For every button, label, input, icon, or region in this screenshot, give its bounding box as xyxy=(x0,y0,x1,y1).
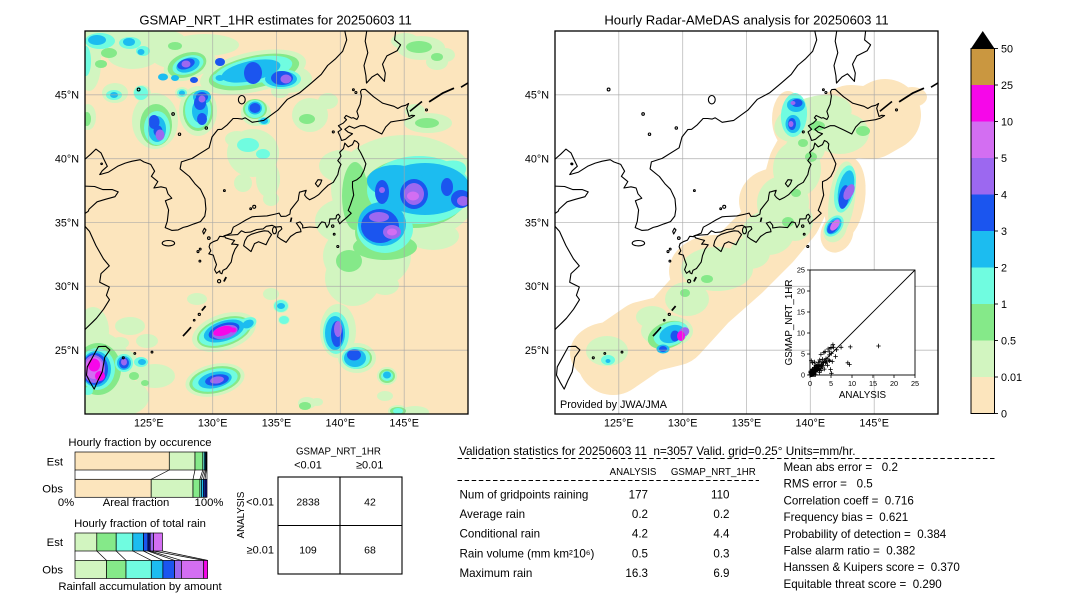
svg-text:0.3: 0.3 xyxy=(713,547,729,560)
svg-text:5: 5 xyxy=(829,379,833,388)
svg-text:42: 42 xyxy=(364,497,376,509)
svg-text:15: 15 xyxy=(797,308,805,317)
svg-text:30°N: 30°N xyxy=(525,281,549,293)
svg-text:ANALYSIS: ANALYSIS xyxy=(610,467,657,478)
svg-text:Conditional rain: Conditional rain xyxy=(460,528,541,541)
svg-text:110: 110 xyxy=(711,489,729,502)
svg-text:Obs: Obs xyxy=(42,484,63,496)
svg-text:Validation statistics for 2025: Validation statistics for 20250603 11 n=… xyxy=(459,444,856,458)
svg-text:4.4: 4.4 xyxy=(713,528,730,541)
svg-text:25: 25 xyxy=(1001,80,1013,92)
svg-text:Areal fraction: Areal fraction xyxy=(103,497,170,509)
svg-text:2838: 2838 xyxy=(296,497,320,509)
svg-text:35°N: 35°N xyxy=(55,217,79,229)
svg-text:25°N: 25°N xyxy=(525,345,549,357)
svg-text:130°E: 130°E xyxy=(668,418,698,430)
svg-text:0: 0 xyxy=(808,379,812,388)
svg-text:Mean abs error = 0.2: Mean abs error = 0.2 xyxy=(784,461,898,474)
svg-text:≥0.01: ≥0.01 xyxy=(356,459,383,471)
svg-text:Obs: Obs xyxy=(42,565,63,577)
svg-text:0.5: 0.5 xyxy=(632,547,648,560)
svg-text:125°E: 125°E xyxy=(134,418,164,430)
svg-text:Correlation coeff = 0.716: Correlation coeff = 0.716 xyxy=(784,494,914,507)
svg-text:Maximum rain: Maximum rain xyxy=(460,567,533,580)
svg-text:Probability of detection = 0.: Probability of detection = 0.384 xyxy=(784,528,947,541)
svg-text:Frequency bias = 0.621: Frequency bias = 0.621 xyxy=(784,511,909,524)
svg-text:20: 20 xyxy=(797,287,805,296)
svg-text:20: 20 xyxy=(890,379,898,388)
svg-text:Equitable threat score = 0.29: Equitable threat score = 0.290 xyxy=(784,578,942,591)
svg-text:3: 3 xyxy=(1001,226,1007,238)
svg-text:0: 0 xyxy=(801,371,805,380)
svg-text:140°E: 140°E xyxy=(326,418,356,430)
svg-text:2: 2 xyxy=(1001,262,1007,274)
svg-text:0.01: 0.01 xyxy=(1001,372,1022,384)
svg-text:10: 10 xyxy=(797,329,805,338)
svg-text:5: 5 xyxy=(1001,153,1007,165)
svg-text:Hanssen & Kuipers score = 0.3: Hanssen & Kuipers score = 0.370 xyxy=(784,561,960,574)
svg-text:16.3: 16.3 xyxy=(625,567,648,580)
svg-text:≥0.01: ≥0.01 xyxy=(247,545,274,557)
svg-text:45°N: 45°N xyxy=(525,90,549,102)
svg-text:10: 10 xyxy=(848,379,856,388)
svg-text:ANALYSIS: ANALYSIS xyxy=(839,390,887,401)
svg-text:<0.01: <0.01 xyxy=(294,459,322,471)
svg-text:Est: Est xyxy=(47,537,64,549)
svg-text:GSMAP_NRT_1HR estimates for 20: GSMAP_NRT_1HR estimates for 20250603 11 xyxy=(139,13,411,28)
svg-text:30°N: 30°N xyxy=(55,281,79,293)
svg-text:5: 5 xyxy=(801,350,805,359)
svg-text:0.5: 0.5 xyxy=(1001,335,1016,347)
svg-text:109: 109 xyxy=(299,545,317,557)
svg-text:ANALYSIS: ANALYSIS xyxy=(236,491,247,538)
svg-text:145°E: 145°E xyxy=(859,418,889,430)
svg-text:Hourly fraction by occurence: Hourly fraction by occurence xyxy=(68,437,211,449)
svg-text:40°N: 40°N xyxy=(525,154,549,166)
svg-text:4: 4 xyxy=(1001,189,1007,201)
svg-text:GSMAP_NRT_1HR: GSMAP_NRT_1HR xyxy=(671,467,756,478)
svg-text:<0.01: <0.01 xyxy=(246,497,274,509)
svg-text:Average rain: Average rain xyxy=(460,508,526,521)
svg-text:0.2: 0.2 xyxy=(713,508,729,521)
svg-text:1: 1 xyxy=(1001,299,1007,311)
svg-text:100%: 100% xyxy=(195,497,224,509)
svg-text:GSMAP_NRT_1HR: GSMAP_NRT_1HR xyxy=(296,447,381,458)
svg-text:50: 50 xyxy=(1001,43,1013,55)
svg-text:Rain volume (mm km²10⁶): Rain volume (mm km²10⁶) xyxy=(460,547,595,560)
svg-text:145°E: 145°E xyxy=(389,418,419,430)
svg-text:Provided by JWA/JMA: Provided by JWA/JMA xyxy=(560,399,668,411)
svg-text:RMS error = 0.5: RMS error = 0.5 xyxy=(784,478,873,491)
svg-text:135°E: 135°E xyxy=(262,418,292,430)
svg-text:0.2: 0.2 xyxy=(632,508,648,521)
svg-text:135°E: 135°E xyxy=(732,418,762,430)
svg-text:0: 0 xyxy=(1001,408,1007,420)
svg-text:140°E: 140°E xyxy=(796,418,826,430)
svg-text:130°E: 130°E xyxy=(198,418,228,430)
svg-text:Hourly Radar-AMeDAS analysis f: Hourly Radar-AMeDAS analysis for 2025060… xyxy=(604,13,888,28)
svg-text:Rainfall accumulation by amoun: Rainfall accumulation by amount xyxy=(58,581,222,593)
svg-text:Est: Est xyxy=(47,457,64,469)
svg-text:0%: 0% xyxy=(58,497,74,509)
svg-text:40°N: 40°N xyxy=(55,154,79,166)
svg-text:Hourly fraction of total rain: Hourly fraction of total rain xyxy=(74,518,206,530)
svg-text:15: 15 xyxy=(869,379,877,388)
svg-text:False alarm ratio = 0.382: False alarm ratio = 0.382 xyxy=(784,545,916,558)
svg-text:25°N: 25°N xyxy=(55,345,79,357)
svg-text:Num of gridpoints raining: Num of gridpoints raining xyxy=(460,489,589,502)
svg-text:25: 25 xyxy=(911,379,919,388)
svg-text:4.2: 4.2 xyxy=(632,528,648,541)
svg-text:25: 25 xyxy=(797,266,805,275)
svg-text:35°N: 35°N xyxy=(525,217,549,229)
svg-text:6.9: 6.9 xyxy=(713,567,729,580)
svg-text:68: 68 xyxy=(364,545,376,557)
svg-text:177: 177 xyxy=(629,489,648,502)
svg-text:45°N: 45°N xyxy=(55,90,79,102)
svg-text:10: 10 xyxy=(1001,116,1013,128)
svg-text:GSMAP_NRT_1HR: GSMAP_NRT_1HR xyxy=(784,280,795,366)
svg-text:125°E: 125°E xyxy=(604,418,634,430)
